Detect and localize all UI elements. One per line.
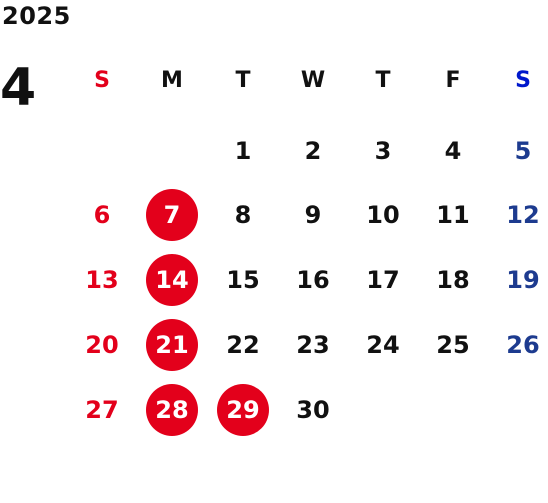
date-2: 2 — [283, 125, 343, 177]
weekday-header-fri: F — [445, 67, 461, 93]
weekday-header-wed: W — [300, 67, 326, 93]
date-label: 9 — [304, 201, 322, 229]
date-label: 15 — [226, 266, 260, 294]
date-label: 3 — [374, 137, 392, 165]
date-6: 6 — [72, 189, 132, 241]
date-19: 19 — [493, 254, 548, 306]
holiday-date-7: 7 — [142, 189, 202, 241]
date-label: 28 — [155, 396, 189, 424]
date-10: 10 — [353, 189, 413, 241]
date-label: 5 — [514, 137, 532, 165]
date-13: 13 — [72, 254, 132, 306]
date-label: 23 — [296, 331, 330, 359]
date-8: 8 — [213, 189, 273, 241]
date-9: 9 — [283, 189, 343, 241]
holiday-date-14: 14 — [142, 254, 202, 306]
date-label: 27 — [85, 396, 119, 424]
date-3: 3 — [353, 125, 413, 177]
date-label: 19 — [506, 266, 540, 294]
holiday-date-28: 28 — [142, 384, 202, 436]
date-label: 7 — [163, 201, 181, 229]
date-label: 2 — [304, 137, 322, 165]
weekday-header-sun: S — [94, 67, 110, 93]
weekday-header-thu: T — [375, 67, 391, 93]
date-26: 26 — [493, 319, 548, 371]
weekday-header-mon: M — [161, 67, 183, 93]
date-label: 11 — [436, 201, 470, 229]
month-number: 4 — [0, 58, 37, 118]
date-17: 17 — [353, 254, 413, 306]
weekday-header-sat: S — [515, 67, 531, 93]
date-16: 16 — [283, 254, 343, 306]
date-label: 10 — [366, 201, 400, 229]
date-label: 12 — [506, 201, 540, 229]
date-label: 29 — [226, 396, 260, 424]
date-4: 4 — [423, 125, 483, 177]
date-27: 27 — [72, 384, 132, 436]
date-label: 4 — [444, 137, 462, 165]
date-18: 18 — [423, 254, 483, 306]
date-1: 1 — [213, 125, 273, 177]
date-5: 5 — [493, 125, 548, 177]
weekday-header-tue: T — [235, 67, 251, 93]
date-label: 17 — [366, 266, 400, 294]
date-label: 1 — [234, 137, 252, 165]
year-label: 2025 — [2, 2, 71, 30]
date-30: 30 — [283, 384, 343, 436]
date-22: 22 — [213, 319, 273, 371]
date-label: 18 — [436, 266, 470, 294]
date-label: 22 — [226, 331, 260, 359]
date-label: 30 — [296, 396, 330, 424]
date-15: 15 — [213, 254, 273, 306]
date-label: 16 — [296, 266, 330, 294]
date-24: 24 — [353, 319, 413, 371]
date-23: 23 — [283, 319, 343, 371]
date-label: 20 — [85, 331, 119, 359]
date-label: 14 — [155, 266, 189, 294]
holiday-date-29: 29 — [213, 384, 273, 436]
date-11: 11 — [423, 189, 483, 241]
date-12: 12 — [493, 189, 548, 241]
date-label: 25 — [436, 331, 470, 359]
date-label: 6 — [93, 201, 111, 229]
date-20: 20 — [72, 319, 132, 371]
date-label: 13 — [85, 266, 119, 294]
date-label: 24 — [366, 331, 400, 359]
date-label: 8 — [234, 201, 252, 229]
date-label: 26 — [506, 331, 540, 359]
date-25: 25 — [423, 319, 483, 371]
holiday-date-21: 21 — [142, 319, 202, 371]
date-label: 21 — [155, 331, 189, 359]
